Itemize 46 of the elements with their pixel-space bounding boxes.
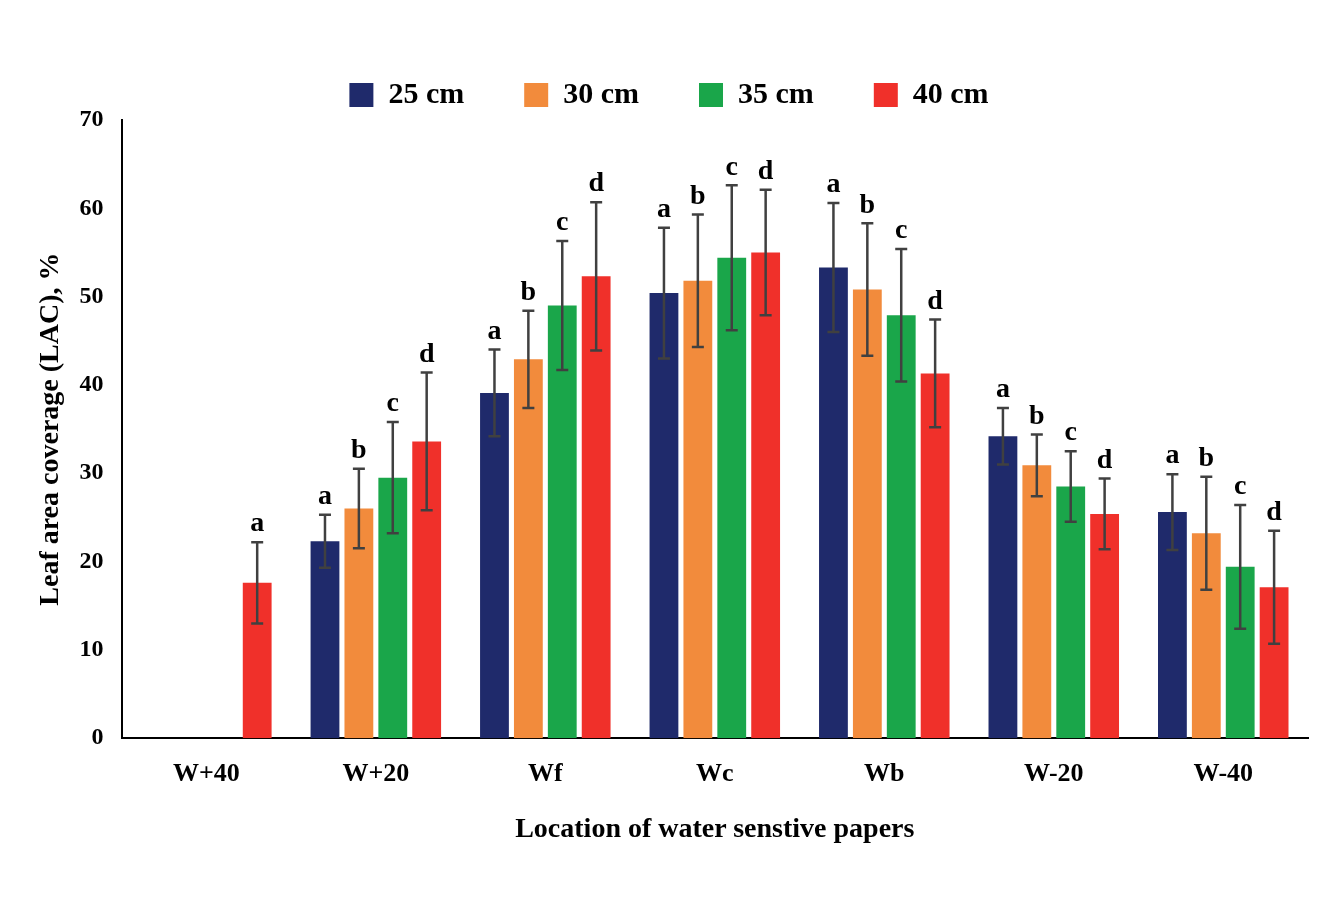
data-label: d — [757, 154, 774, 185]
y-tick-label: 0 — [91, 723, 104, 750]
data-label: a — [1165, 438, 1180, 470]
data-label: c — [895, 213, 908, 245]
data-label: b — [1029, 398, 1045, 430]
data-label: a — [250, 506, 265, 538]
y-tick-label: 50 — [79, 281, 104, 308]
data-label: a — [656, 191, 671, 223]
data-label: c — [386, 386, 399, 418]
data-label: a — [995, 372, 1010, 404]
y-axis-title: Leaf area coverage (LAC), % — [33, 252, 65, 606]
legend-label: 35 cm — [738, 75, 814, 109]
legend-label: 25 cm — [388, 75, 465, 109]
x-tick-label: Wf — [527, 757, 563, 787]
y-tick-label: 30 — [79, 458, 104, 485]
data-label: d — [927, 283, 944, 315]
data-label: b — [520, 274, 537, 306]
x-tick-label: W+20 — [342, 757, 410, 787]
y-tick-label: 20 — [79, 546, 104, 573]
data-label: b — [351, 433, 367, 465]
data-label: d — [418, 336, 435, 368]
data-label: a — [826, 167, 841, 199]
y-tick-label: 10 — [79, 635, 104, 662]
data-label: a — [317, 479, 332, 510]
legend-label: 30 cm — [563, 75, 640, 109]
y-tick-label: 60 — [79, 193, 104, 220]
data-label: c — [556, 205, 569, 237]
data-label: d — [1266, 494, 1283, 526]
data-label: c — [725, 149, 738, 181]
legend-label: 40 cm — [912, 75, 989, 109]
data-label: c — [1064, 415, 1077, 447]
x-tick-label: Wb — [864, 757, 905, 787]
x-tick-label: W+40 — [172, 757, 240, 787]
data-label: b — [690, 178, 706, 210]
y-tick-label: 40 — [79, 370, 104, 397]
data-label: b — [859, 187, 876, 219]
data-label: c — [1233, 469, 1247, 501]
x-axis-title: Location of water senstive papers — [515, 812, 915, 844]
x-tick-label: W-20 — [1023, 757, 1084, 787]
x-tick-label: Wc — [696, 757, 734, 787]
data-label: d — [588, 166, 605, 198]
data-label: b — [1198, 441, 1215, 473]
data-label: d — [1096, 442, 1113, 474]
y-tick-label: 70 — [79, 105, 104, 132]
data-label: a — [487, 313, 502, 345]
x-tick-label: W-40 — [1193, 757, 1254, 787]
